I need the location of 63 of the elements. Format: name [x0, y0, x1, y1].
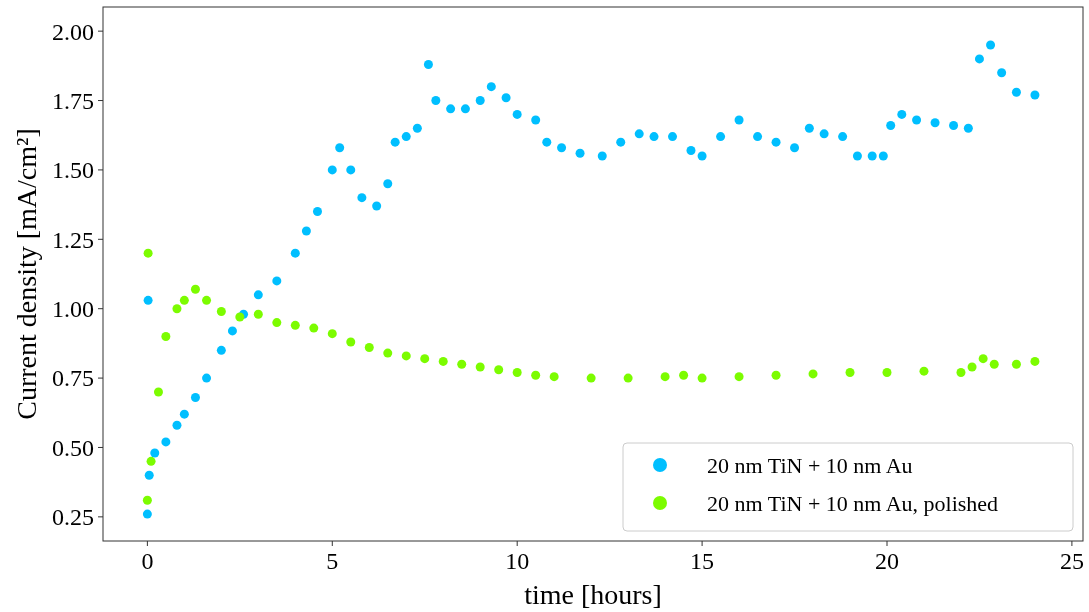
point — [172, 304, 182, 314]
point — [364, 343, 374, 353]
point — [272, 318, 282, 328]
legend-label: 20 nm TiN + 10 nm Au — [707, 452, 913, 478]
point — [771, 370, 781, 380]
point — [531, 370, 541, 380]
x-tick-label: 15 — [690, 548, 715, 574]
point — [512, 368, 522, 378]
y-tick-label: 0.25 — [52, 504, 94, 531]
point — [438, 356, 448, 366]
point — [290, 320, 300, 330]
point — [956, 368, 966, 378]
point — [383, 348, 393, 358]
point — [216, 306, 226, 316]
x-tick-label: 0 — [141, 548, 154, 574]
point — [153, 387, 163, 397]
point — [327, 329, 337, 339]
point — [142, 495, 152, 505]
point — [845, 368, 855, 378]
x-tick-label: 20 — [875, 548, 899, 574]
point — [1030, 356, 1040, 366]
y-axis-title: Current density [mA/cm²] — [11, 128, 42, 420]
point — [660, 372, 670, 382]
y-tick-label: 1.00 — [52, 296, 94, 323]
y-tick-label: 1.50 — [52, 157, 94, 184]
point — [202, 295, 212, 305]
point — [679, 370, 689, 380]
point — [146, 456, 156, 466]
point — [346, 337, 356, 347]
point — [420, 354, 430, 364]
point — [457, 359, 467, 369]
point — [143, 248, 153, 258]
y-tick-label: 0.75 — [52, 365, 94, 392]
point — [697, 373, 707, 383]
point — [235, 312, 245, 322]
y-tick-label: 0.50 — [52, 434, 94, 461]
point — [808, 369, 818, 379]
point — [882, 368, 892, 378]
point — [494, 365, 504, 375]
y-tick-label: 2.00 — [52, 18, 94, 45]
point — [309, 323, 319, 333]
y-tick-label: 1.75 — [52, 87, 94, 114]
x-tick-label: 25 — [1059, 548, 1084, 574]
x-tick-label: 10 — [505, 548, 530, 574]
point — [623, 373, 633, 383]
point — [586, 373, 596, 383]
legend-label: 20 nm TiN + 10 nm Au, polished — [707, 490, 999, 516]
point — [161, 331, 171, 341]
point — [549, 372, 559, 382]
point — [179, 295, 189, 305]
point — [190, 284, 200, 294]
point — [253, 309, 263, 319]
point — [967, 362, 977, 372]
y-tick-label: 1.25 — [52, 226, 94, 253]
x-tick-label: 5 — [326, 548, 339, 574]
point — [1011, 359, 1021, 369]
point — [734, 372, 744, 382]
point — [989, 359, 999, 369]
point — [978, 354, 988, 364]
point — [475, 362, 485, 372]
point — [919, 366, 929, 376]
point — [401, 351, 411, 361]
x-axis-title: time [hours] — [524, 579, 662, 610]
